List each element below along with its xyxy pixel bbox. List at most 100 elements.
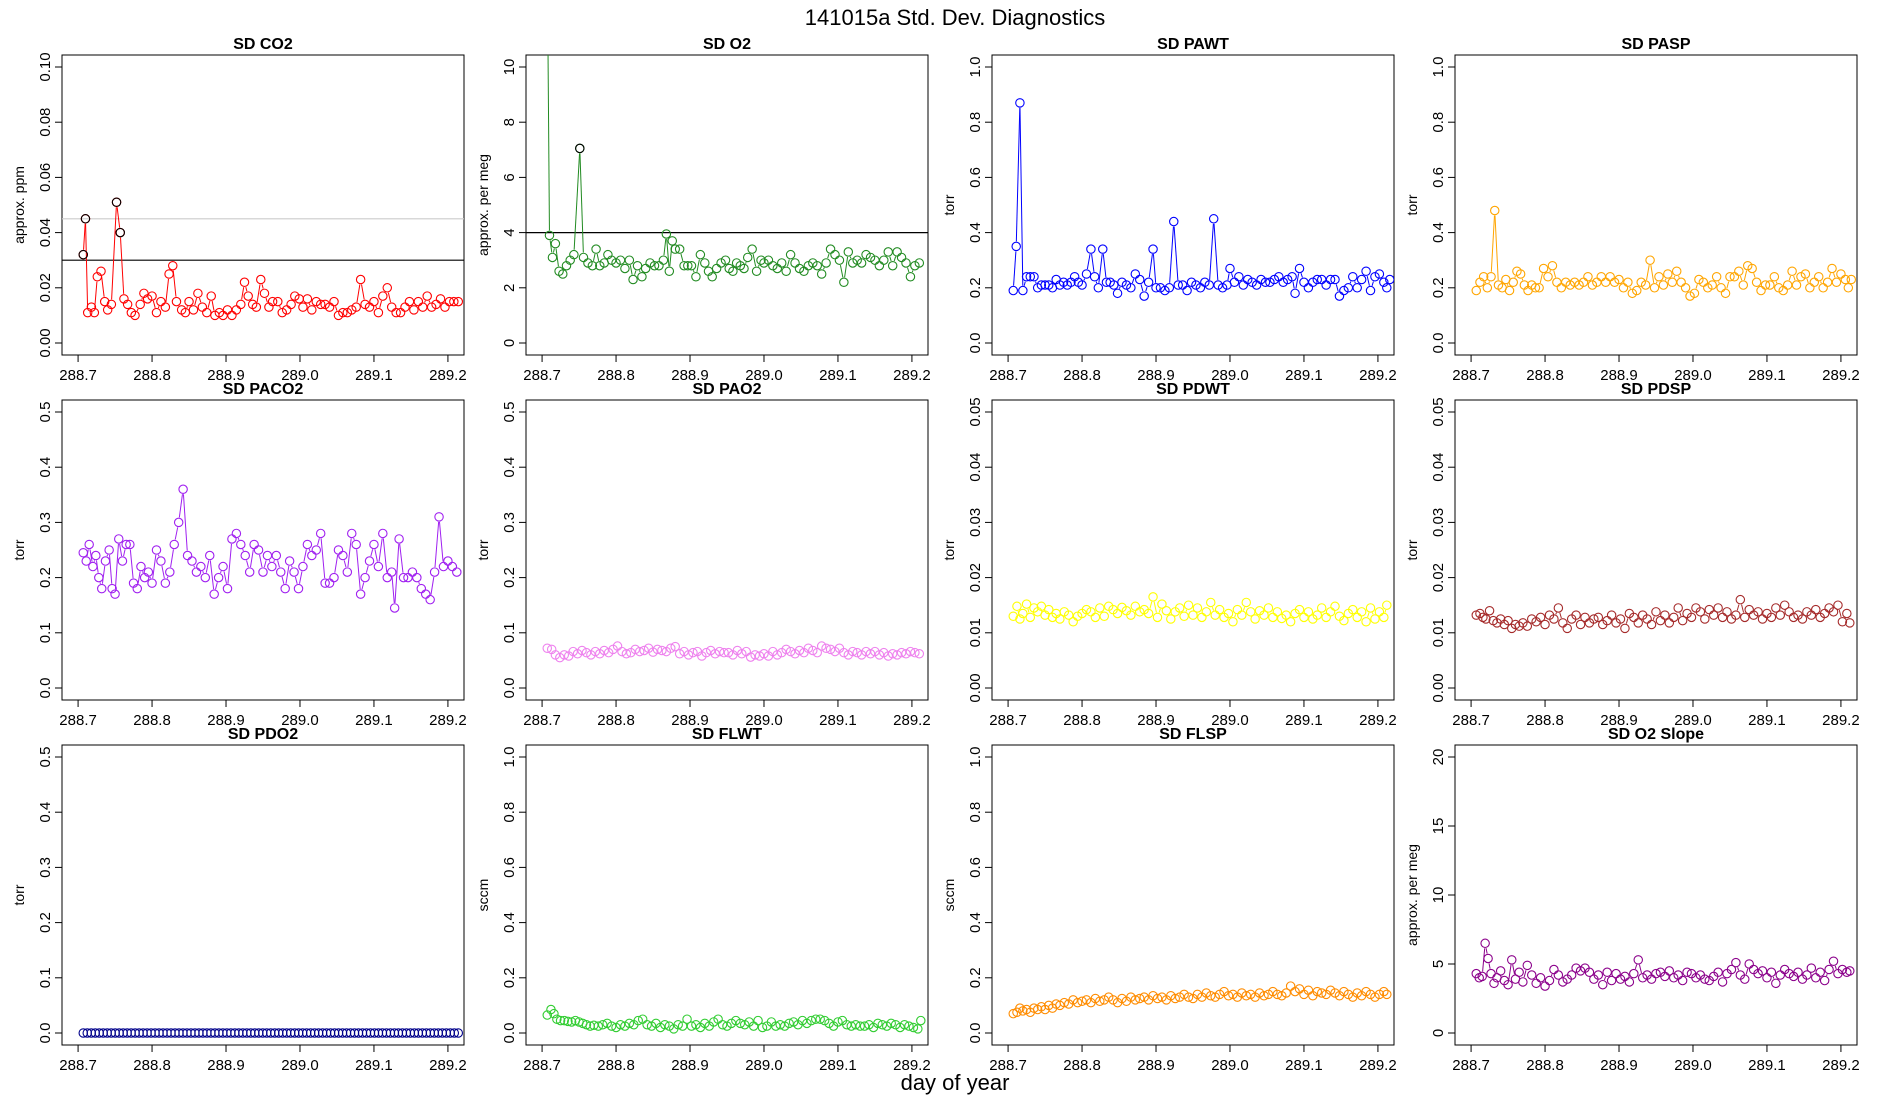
data-point [1663, 269, 1673, 279]
series-segment [1652, 616, 1655, 620]
x-tick-label: 288.7 [523, 367, 561, 384]
data-point [695, 249, 706, 260]
series-segment [136, 308, 139, 312]
series-segment [116, 207, 121, 228]
series-segment [1559, 612, 1562, 619]
series-segment [170, 549, 174, 568]
series-segment [1234, 614, 1237, 618]
data-point [1562, 623, 1572, 634]
y-tick-label: 0.4 [501, 912, 518, 933]
data-point [1664, 618, 1675, 628]
series-segment [1295, 273, 1300, 289]
y-tick-label: 0.4 [967, 222, 984, 243]
data-point [1325, 607, 1336, 617]
data-point [1370, 614, 1380, 624]
data-point [412, 572, 422, 583]
data-point [110, 589, 120, 599]
data-point [1775, 970, 1786, 980]
data-point [136, 561, 146, 572]
data-point [151, 307, 162, 318]
series-segment [893, 256, 897, 262]
y-tick-label: 0.01 [1430, 618, 1447, 647]
data-point [1615, 614, 1626, 624]
series-segment [137, 571, 141, 584]
data-point [311, 545, 322, 555]
series-segment [1148, 254, 1153, 278]
data-point [652, 644, 663, 655]
series-segment [1371, 612, 1374, 615]
plot-area [1471, 205, 1857, 301]
data-point [1259, 990, 1269, 1001]
data-point [1303, 607, 1314, 617]
x-tick-label: 289.1 [1285, 712, 1323, 729]
x-tick-label: 288.7 [1452, 1057, 1490, 1074]
data-point [1669, 612, 1679, 623]
data-point [394, 534, 404, 544]
x-tick-label: 289.0 [1674, 367, 1712, 384]
data-point [259, 288, 270, 299]
data-point [1018, 285, 1028, 296]
data-point [382, 572, 393, 583]
data-point [879, 255, 889, 265]
x-tick-label: 288.7 [523, 712, 561, 729]
series-segment [579, 153, 584, 253]
y-tick-label: 0.04 [37, 218, 54, 247]
data-point [1584, 967, 1595, 978]
data-point [1081, 604, 1092, 615]
y-tick-label: 1.0 [967, 747, 984, 768]
data-point [558, 269, 568, 279]
data-point [1531, 978, 1541, 989]
data-point [1618, 283, 1629, 293]
data-point [1667, 277, 1678, 288]
data-point [649, 260, 660, 271]
data-point [756, 255, 766, 265]
data-point [1225, 263, 1235, 274]
data-point [1704, 604, 1715, 615]
series-segment [1488, 963, 1491, 969]
y-tick-label: 0.8 [967, 112, 984, 133]
data-point [182, 550, 193, 561]
y-tick-label: 0.3 [37, 857, 54, 878]
data-point [658, 255, 669, 265]
x-tick-label: 288.7 [989, 1057, 1027, 1074]
series-segment [207, 300, 211, 308]
series-segment [1625, 618, 1629, 624]
data-point [1543, 272, 1553, 282]
data-point [1757, 614, 1768, 624]
y-tick-label: 0.0 [501, 678, 518, 699]
data-point [670, 641, 680, 652]
data-point [1629, 968, 1639, 979]
series-segment [1743, 270, 1748, 281]
data-point [781, 266, 791, 276]
y-tick-label: 0 [501, 339, 518, 347]
x-tick-label: 288.7 [989, 367, 1027, 384]
data-point [1169, 216, 1179, 227]
series-segment [335, 306, 338, 311]
data-point [1716, 283, 1726, 293]
x-tick-label: 288.9 [1600, 712, 1638, 729]
data-point [382, 283, 393, 293]
series-segment [123, 549, 126, 557]
series-segment [1173, 226, 1179, 281]
data-point [1522, 960, 1533, 971]
data-point [1535, 612, 1546, 623]
data-point [1489, 205, 1500, 216]
data-point [106, 299, 117, 310]
data-point [1036, 280, 1047, 290]
data-point [847, 646, 858, 657]
series-segment [249, 549, 254, 568]
data-point [1059, 997, 1070, 1008]
y-tick-label: 0.10 [37, 52, 54, 81]
data-point [1708, 610, 1719, 620]
series-segment [285, 565, 290, 584]
data-point [206, 291, 216, 301]
data-point [621, 649, 632, 659]
x-tick-label: 289.1 [355, 712, 393, 729]
x-tick-label: 288.7 [989, 712, 1027, 729]
series-segment [194, 298, 198, 306]
y-tick-label: 0.06 [37, 163, 54, 192]
outlier-point [575, 143, 585, 154]
panel-title: SD O2 [703, 36, 751, 53]
outlier-point [115, 227, 125, 238]
y-tick-label: 0.2 [37, 567, 54, 588]
